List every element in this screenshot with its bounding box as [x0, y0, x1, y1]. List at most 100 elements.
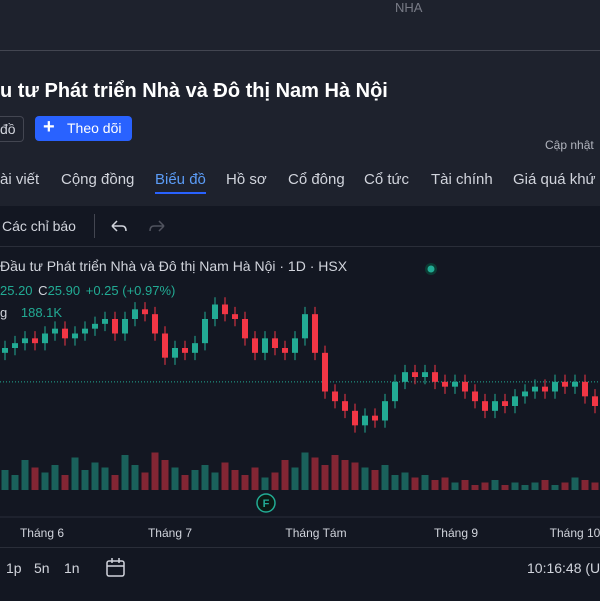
search[interactable]: NHA [395, 0, 423, 15]
candle-body [142, 309, 148, 315]
volume-bar [371, 470, 379, 490]
candle-body [382, 401, 388, 421]
candle-body [2, 348, 8, 353]
candle-body [322, 352, 328, 392]
candle-body [282, 348, 288, 353]
volume-prefix: g [0, 305, 8, 320]
redo-icon [149, 220, 165, 232]
volume-bar [71, 457, 79, 490]
candle-body [502, 401, 508, 406]
volume-bar [121, 455, 129, 490]
event-marker [256, 493, 276, 513]
volume-bar [351, 462, 359, 490]
low-value: 25.20 [0, 283, 33, 298]
period-button[interactable]: 1n [64, 560, 80, 576]
volume-bar [181, 475, 189, 490]
candle-body [412, 372, 418, 377]
undo-icon[interactable] [111, 220, 127, 232]
candle-body [472, 391, 478, 402]
legend-name: Đầu tư Phát triển Nhà và Đô thị Nam Hà N… [0, 258, 348, 274]
volume-bar [151, 452, 159, 490]
candle-body [252, 338, 258, 353]
candle-body [242, 319, 248, 339]
candle-body [402, 372, 408, 382]
volume-bar [131, 465, 139, 490]
candle-body [52, 328, 58, 334]
candle-body [82, 328, 88, 334]
volume-bar [241, 475, 249, 490]
candle-body [92, 323, 98, 329]
volume-bar [21, 460, 29, 490]
volume-bar [331, 455, 339, 490]
candle-body [312, 314, 318, 353]
candle-body [442, 381, 448, 387]
volume-bar [141, 472, 149, 490]
period-button[interactable]: 5n [34, 560, 50, 576]
x-tick-label: Tháng 7 [148, 526, 192, 540]
volume-bar [471, 485, 479, 490]
candle-body [132, 309, 138, 319]
x-tick-label: Tháng 9 [434, 526, 478, 540]
tab[interactable]: Biểu đồ [155, 171, 206, 194]
tab[interactable]: Cộng đồng [61, 171, 135, 188]
tab[interactable]: Tài chính [431, 171, 493, 188]
volume-bar [381, 465, 389, 490]
candle-body [172, 348, 178, 358]
tab[interactable]: Cổ tức [364, 171, 410, 188]
volume-bar [391, 475, 399, 490]
candle-body [122, 319, 128, 334]
volume-bar [431, 480, 439, 490]
tab[interactable]: ài viết [0, 171, 40, 188]
indicators-button[interactable]: Các chỉ báo [2, 218, 76, 234]
volume-bar [491, 480, 499, 490]
candle-body [112, 319, 118, 334]
close-prefix: C [38, 283, 48, 298]
undo-redo [111, 220, 165, 232]
top-bar: NHA [0, 0, 600, 51]
volume-bar [401, 472, 409, 490]
candle-body [482, 401, 488, 411]
candle-body [522, 391, 528, 397]
bottom-bar: 10:16:48 (U 1p 5n 1n [0, 547, 600, 601]
volume-bar [511, 482, 519, 490]
tab[interactable]: Giá quá khứ [513, 171, 596, 188]
candle-body [232, 314, 238, 319]
volume-bar [31, 467, 39, 490]
volume-bar [171, 467, 179, 490]
volume-bar [211, 472, 219, 490]
follow-button[interactable]: + Theo dõi [35, 116, 132, 141]
volume-bar [301, 452, 309, 490]
divider [94, 214, 95, 238]
volume-bar [161, 460, 169, 490]
candle-body [542, 386, 548, 392]
change-value: +0.25 (+0.97%) [85, 283, 176, 298]
volume-bar [341, 460, 349, 490]
volume-bar [101, 467, 109, 490]
tab[interactable]: Hồ sơ [226, 171, 267, 188]
period-button[interactable]: 1p [6, 560, 22, 576]
volume-bar [561, 482, 569, 490]
volume-bar [441, 477, 449, 490]
volume-bar [591, 482, 599, 490]
volume-legend: g 188.1K [0, 305, 62, 320]
candle-body [152, 314, 158, 334]
button[interactable]: đồ [0, 116, 24, 142]
volume-bar [361, 467, 369, 490]
calendar-icon[interactable] [104, 556, 128, 580]
candle-body [432, 372, 438, 382]
tab[interactable]: Cổ đông [288, 171, 345, 188]
candle-body [102, 319, 108, 324]
candle-body [212, 304, 218, 319]
volume-bar [551, 485, 559, 490]
candle-body [372, 415, 378, 421]
candle-body [342, 401, 348, 411]
candle-body [562, 381, 568, 387]
volume-bar [91, 462, 99, 490]
volume-bar [251, 467, 259, 490]
clock: 10:16:48 (U [527, 560, 600, 576]
candle-body [162, 333, 168, 358]
volume-bar [81, 470, 89, 490]
candle-body [262, 338, 268, 353]
candle-body [512, 396, 518, 406]
